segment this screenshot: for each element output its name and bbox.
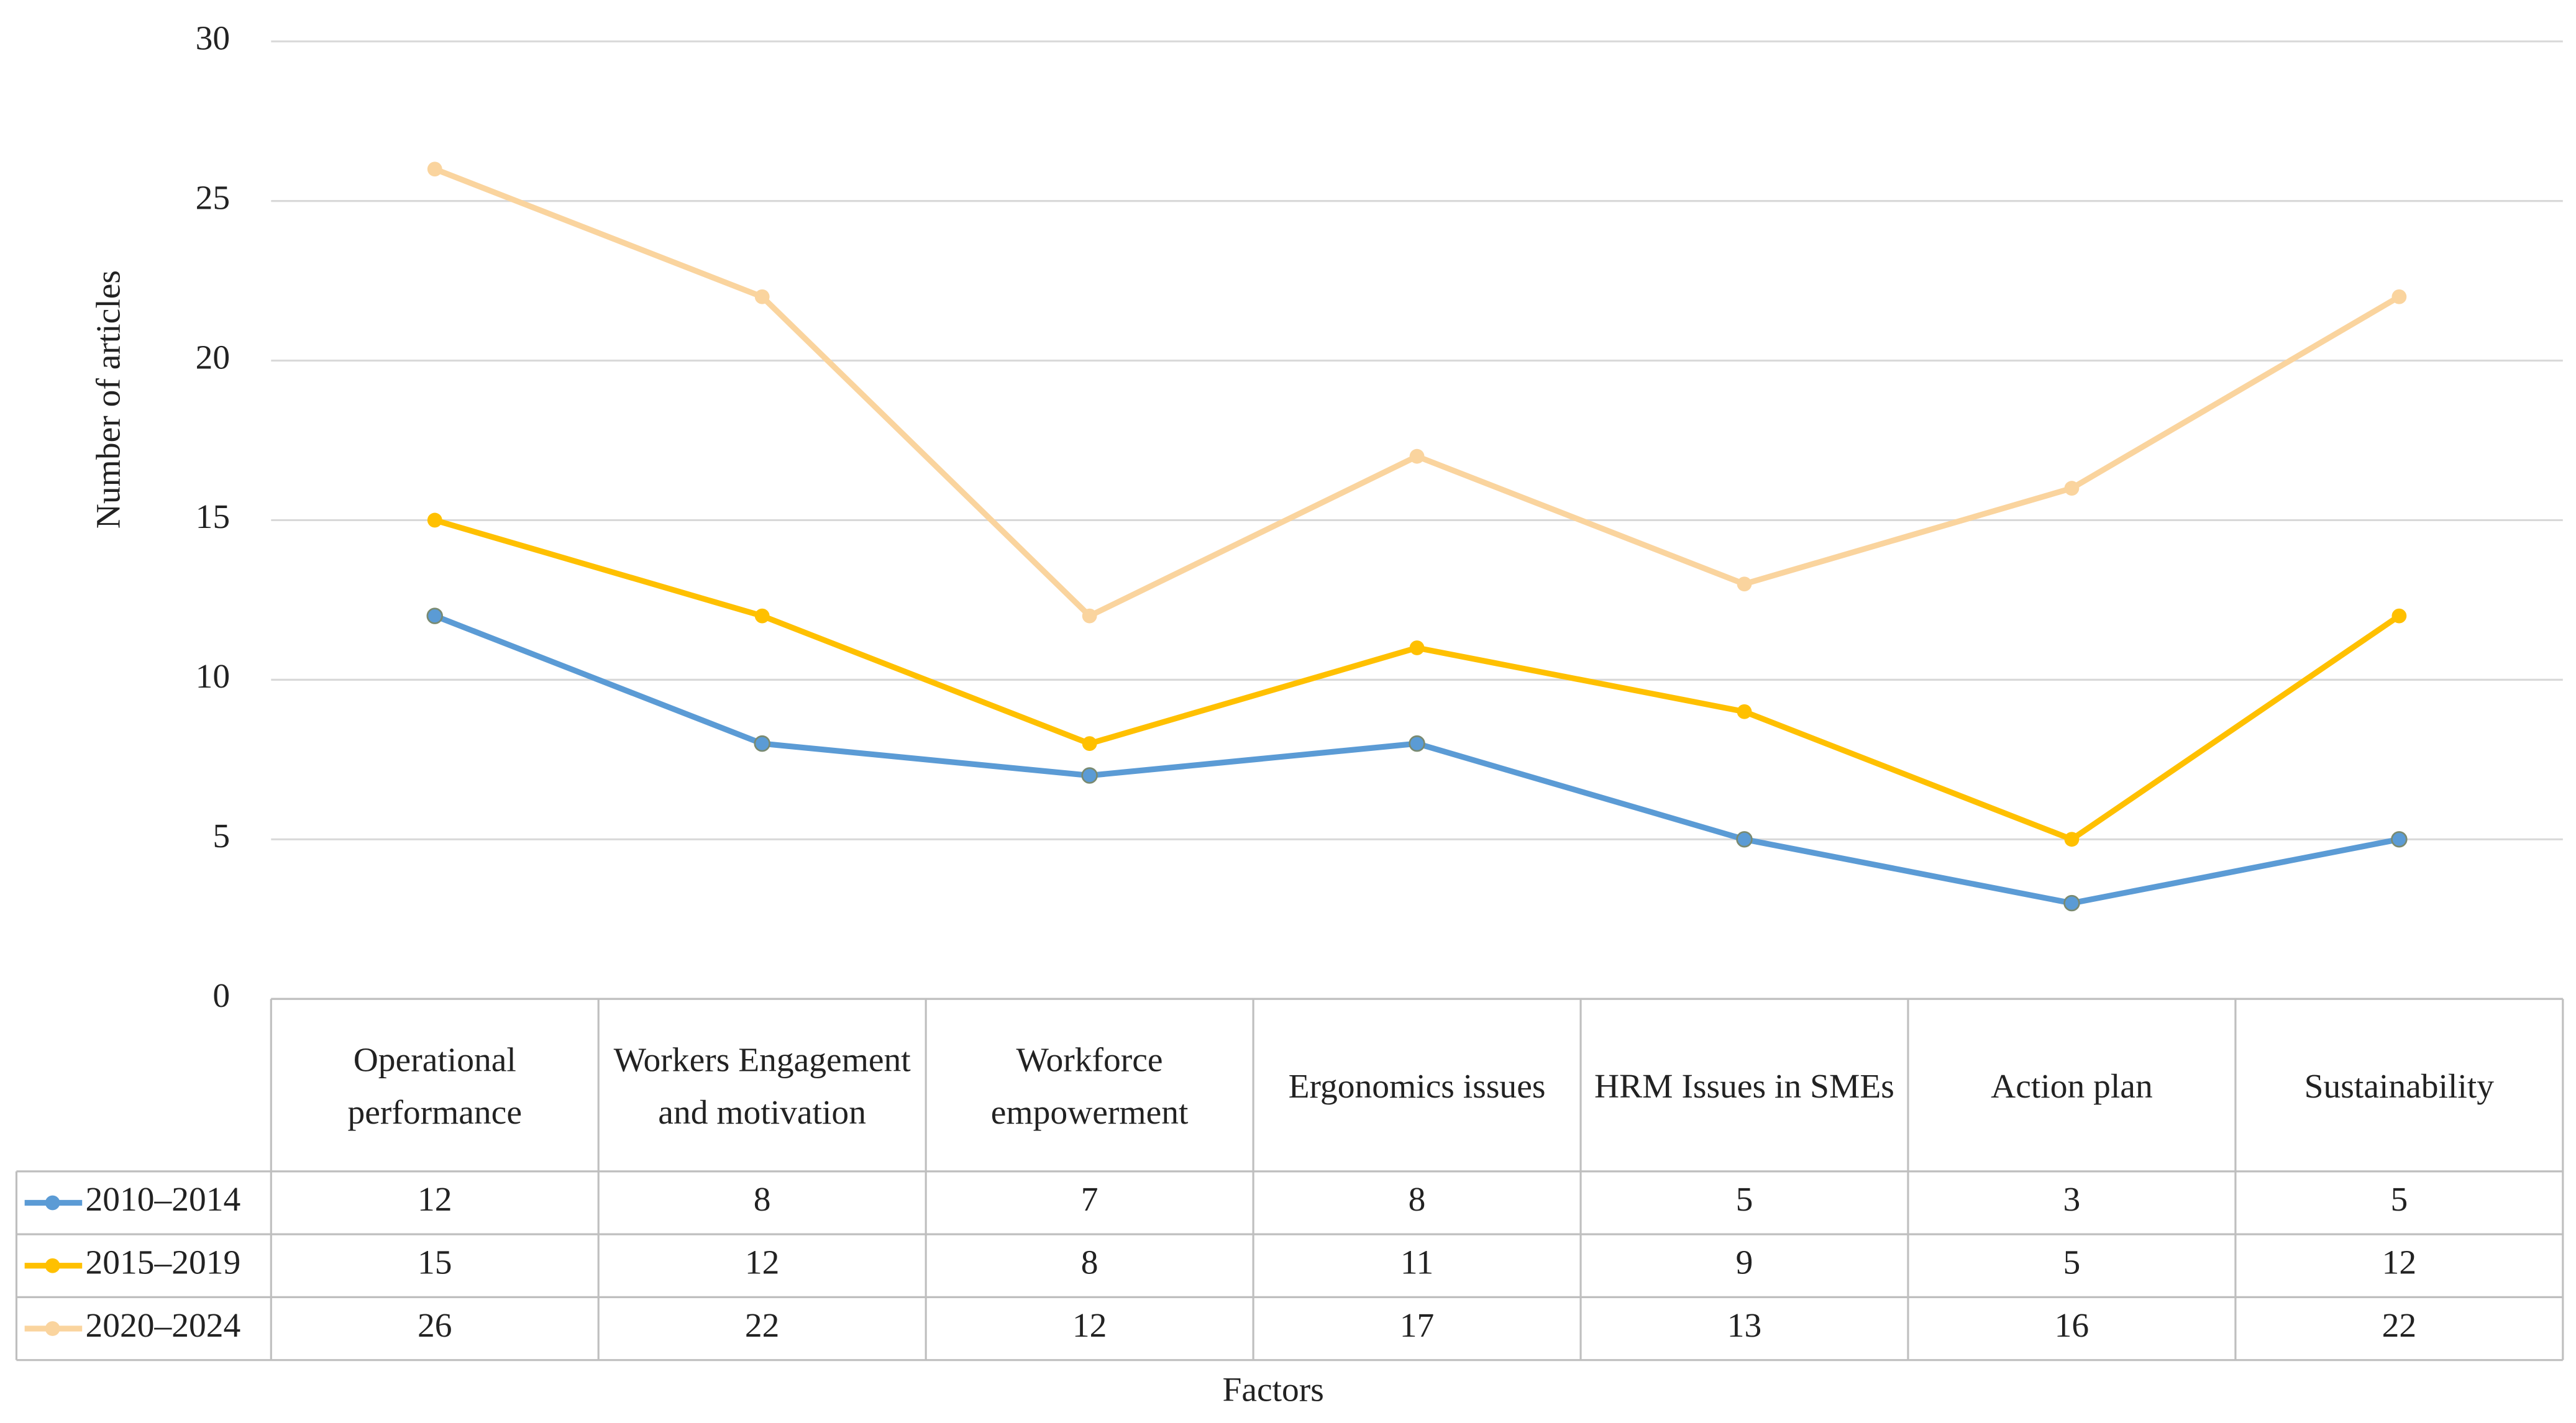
table-value: 3 xyxy=(2063,1181,2081,1219)
data-point xyxy=(1082,608,1097,624)
table-value: 17 xyxy=(1400,1307,1435,1345)
data-point xyxy=(2064,832,2080,847)
data-point xyxy=(2063,894,2080,912)
table-value: 5 xyxy=(2390,1181,2408,1219)
data-point xyxy=(1736,831,1753,848)
category-label: Sustainability xyxy=(2304,1065,2495,1105)
table-value: 15 xyxy=(418,1243,452,1281)
legend-key-marker xyxy=(45,1195,60,1211)
y-tick-label: 5 xyxy=(212,817,230,855)
category-label: Workforce empowerment xyxy=(990,1039,1189,1132)
data-point xyxy=(1409,735,1425,752)
table-value: 12 xyxy=(2382,1243,2417,1281)
y-tick-label: 0 xyxy=(212,977,230,1015)
data-point xyxy=(2064,481,2080,496)
y-tick-label: 25 xyxy=(196,179,231,217)
data-point xyxy=(1737,704,1752,719)
data-point xyxy=(1409,640,1425,655)
category-label-box: Workforce empowerment xyxy=(990,1039,1189,1132)
data-point xyxy=(754,608,770,624)
data-point xyxy=(427,161,442,177)
category-label-box: HRM Issues in SMEs xyxy=(1594,1065,1894,1105)
table-value: 22 xyxy=(745,1307,780,1345)
category-label: HRM Issues in SMEs xyxy=(1594,1065,1894,1105)
legend-label: 2020–2024 xyxy=(85,1307,240,1345)
table-value: 22 xyxy=(2382,1307,2417,1345)
y-tick-label: 15 xyxy=(196,498,231,536)
table-value: 8 xyxy=(1081,1243,1098,1281)
category-label-box: Sustainability xyxy=(2304,1065,2495,1105)
legend-key-marker xyxy=(45,1321,60,1336)
category-label: Workers Engagement and motivation xyxy=(613,1039,911,1132)
category-label: Ergonomics issues xyxy=(1288,1065,1546,1105)
table-value: 5 xyxy=(2063,1243,2081,1281)
table-value: 12 xyxy=(745,1243,780,1281)
y-axis-title: Number of articles xyxy=(90,270,128,529)
category-label: Action plan xyxy=(1991,1065,2153,1105)
y-tick-label: 30 xyxy=(196,19,231,57)
data-point xyxy=(1081,767,1098,784)
x-axis-title: Factors xyxy=(1222,1371,1323,1409)
data-point xyxy=(2391,289,2407,304)
data-point xyxy=(427,512,442,528)
table-value: 16 xyxy=(2055,1307,2090,1345)
legend-key-marker xyxy=(45,1258,60,1273)
table-value: 8 xyxy=(1409,1181,1426,1219)
legend-label: 2015–2019 xyxy=(85,1243,240,1281)
data-point xyxy=(754,735,770,752)
table-value: 11 xyxy=(1400,1243,1433,1281)
table-value: 8 xyxy=(754,1181,771,1219)
category-label-box: Operational performance xyxy=(347,1039,523,1132)
category-label-box: Ergonomics issues xyxy=(1288,1065,1546,1105)
table-value: 9 xyxy=(1736,1243,1753,1281)
data-point xyxy=(2391,831,2408,848)
data-point xyxy=(754,289,770,304)
category-label-box: Workers Engagement and motivation xyxy=(613,1039,911,1132)
series-line xyxy=(434,613,2400,906)
legend-label: 2010–2014 xyxy=(85,1181,240,1219)
y-tick-label: 10 xyxy=(196,658,231,696)
table-value: 26 xyxy=(418,1307,452,1345)
category-label-box: Action plan xyxy=(1991,1065,2153,1105)
data-point xyxy=(426,607,443,624)
series-line xyxy=(434,166,2401,619)
data-point xyxy=(2391,608,2407,624)
category-label: Operational performance xyxy=(347,1039,523,1132)
table-value: 12 xyxy=(1072,1307,1107,1345)
data-point xyxy=(1737,576,1752,592)
table-value: 13 xyxy=(1727,1307,1762,1345)
table-value: 7 xyxy=(1081,1181,1098,1219)
data-point xyxy=(1409,448,1425,464)
table-value: 12 xyxy=(418,1181,452,1219)
y-tick-label: 20 xyxy=(196,339,231,376)
data-point xyxy=(1082,736,1097,752)
table-value: 5 xyxy=(1736,1181,1753,1219)
